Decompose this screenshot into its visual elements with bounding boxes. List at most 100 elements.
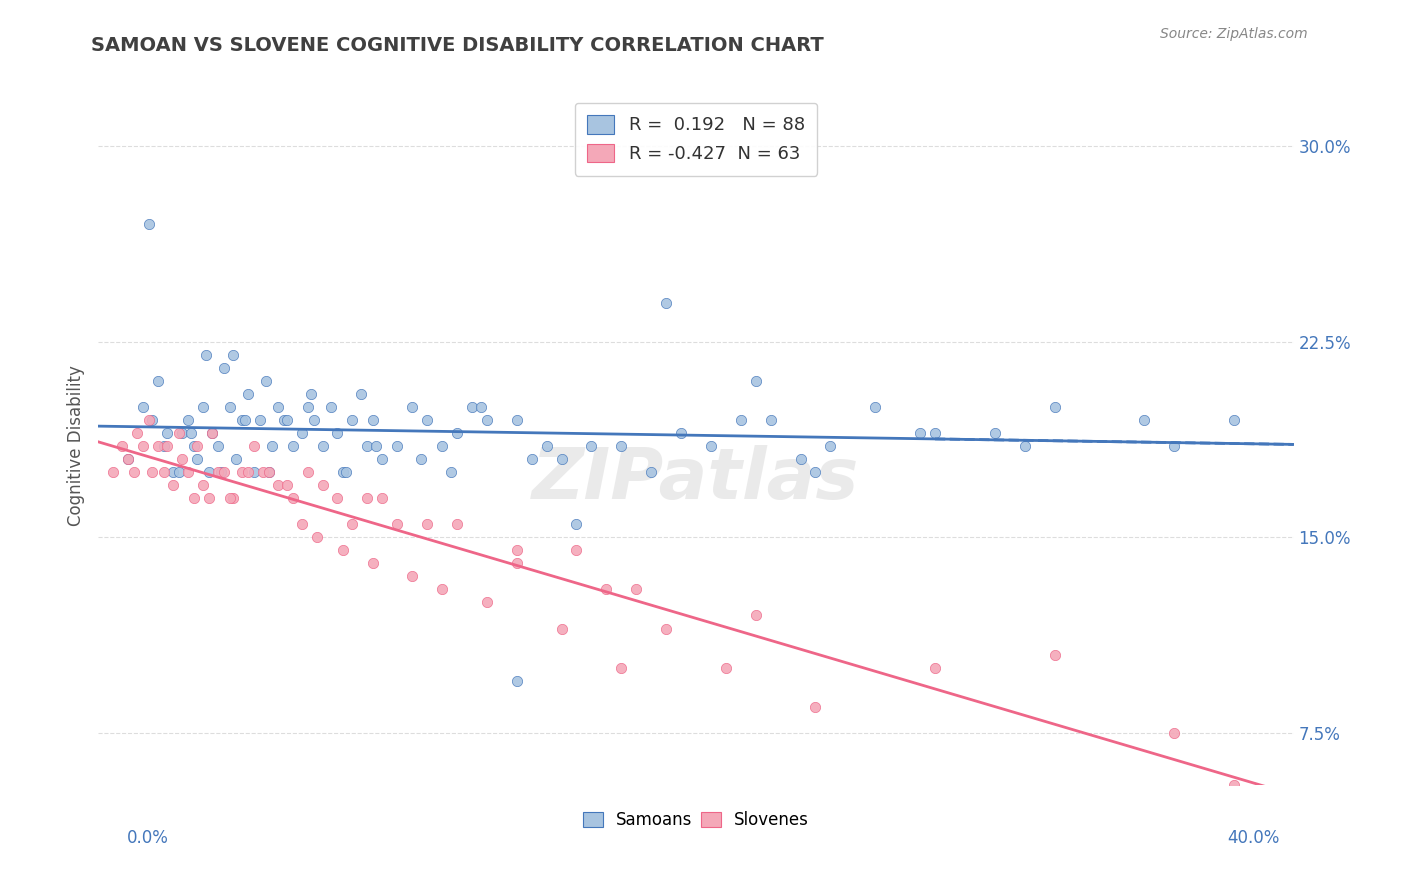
Point [550, 452, 572, 467]
Point [461, 400, 484, 414]
Point [127, 425, 149, 440]
Point [132, 400, 155, 414]
Point [222, 348, 245, 362]
Point [714, 660, 737, 674]
Point [291, 425, 314, 440]
Point [789, 452, 811, 467]
Point [446, 425, 468, 440]
Point [183, 439, 205, 453]
Point [103, 465, 125, 479]
Point [506, 557, 529, 571]
Point [311, 439, 333, 453]
Point [1223, 413, 1246, 427]
Point [655, 622, 678, 636]
Point [411, 452, 433, 467]
Point [219, 400, 242, 414]
Point [252, 465, 274, 479]
Point [335, 465, 357, 479]
Point [804, 699, 827, 714]
Point [759, 413, 782, 427]
Point [156, 425, 179, 440]
Point [520, 452, 543, 467]
Point [565, 517, 588, 532]
Point [366, 439, 388, 453]
Point [191, 478, 214, 492]
Point [430, 582, 453, 597]
Point [416, 517, 439, 532]
Point [1163, 439, 1185, 453]
Point [201, 425, 224, 440]
Point [350, 387, 373, 401]
Point [371, 491, 394, 505]
Point [401, 400, 423, 414]
Point [305, 530, 328, 544]
Point [167, 465, 190, 479]
Point [267, 478, 290, 492]
Point [363, 413, 385, 427]
Point [153, 439, 176, 453]
Point [332, 543, 354, 558]
Point [297, 465, 319, 479]
Point [984, 425, 1007, 440]
Point [506, 413, 529, 427]
Point [550, 622, 572, 636]
Point [401, 569, 423, 583]
Point [430, 439, 453, 453]
Point [536, 439, 558, 453]
Text: 40.0%: 40.0% [1227, 829, 1279, 847]
Y-axis label: Cognitive Disability: Cognitive Disability [66, 366, 84, 526]
Point [804, 465, 827, 479]
Point [356, 439, 378, 453]
Point [172, 452, 194, 467]
Point [201, 425, 224, 440]
Point [207, 439, 229, 453]
Point [655, 295, 678, 310]
Point [243, 439, 266, 453]
Point [132, 439, 155, 453]
Point [198, 491, 221, 505]
Point [385, 439, 409, 453]
Point [865, 400, 887, 414]
Point [231, 413, 253, 427]
Point [225, 452, 247, 467]
Point [138, 413, 160, 427]
Point [332, 465, 354, 479]
Point [745, 608, 768, 623]
Point [908, 425, 931, 440]
Point [257, 465, 280, 479]
Point [1223, 778, 1246, 792]
Point [207, 465, 229, 479]
Point [506, 673, 529, 688]
Point [700, 439, 723, 453]
Point [446, 517, 468, 532]
Point [1163, 726, 1185, 740]
Point [470, 400, 492, 414]
Point [291, 517, 314, 532]
Point [281, 491, 304, 505]
Text: ZIPatlas: ZIPatlas [533, 445, 859, 515]
Point [299, 387, 322, 401]
Point [124, 465, 146, 479]
Point [233, 413, 256, 427]
Text: Source: ZipAtlas.com: Source: ZipAtlas.com [1160, 27, 1308, 41]
Point [730, 413, 752, 427]
Point [191, 400, 214, 414]
Point [475, 413, 498, 427]
Point [1133, 413, 1156, 427]
Point [177, 413, 200, 427]
Point [302, 413, 325, 427]
Point [273, 413, 295, 427]
Point [267, 400, 290, 414]
Point [138, 218, 160, 232]
Point [640, 465, 662, 479]
Point [236, 387, 259, 401]
Point [745, 374, 768, 388]
Point [276, 413, 298, 427]
Point [475, 595, 498, 609]
Text: SAMOAN VS SLOVENE COGNITIVE DISABILITY CORRELATION CHART: SAMOAN VS SLOVENE COGNITIVE DISABILITY C… [91, 36, 824, 54]
Point [356, 491, 378, 505]
Point [326, 425, 349, 440]
Point [297, 400, 319, 414]
Point [117, 452, 139, 467]
Point [385, 517, 409, 532]
